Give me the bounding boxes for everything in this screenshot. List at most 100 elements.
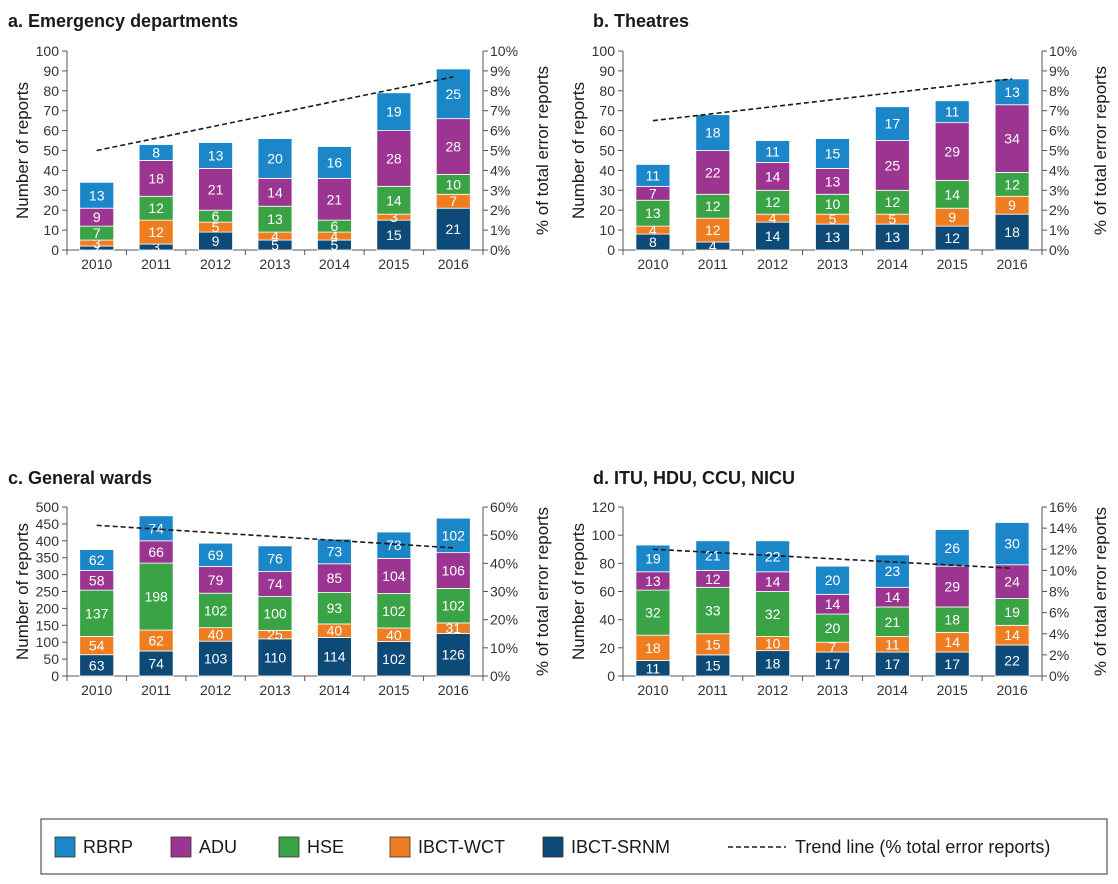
- data-label-adu: 14: [825, 596, 841, 612]
- y-left-tick-label: 80: [599, 555, 615, 571]
- bar-segment-ibct-wct: [635, 634, 671, 661]
- data-label-ibct-srnm: 14: [765, 228, 781, 244]
- bar-segment-rbrp: [79, 549, 115, 571]
- data-label-rbrp: 20: [267, 150, 283, 166]
- bar-segment-hse: [994, 598, 1030, 626]
- x-tick-label: 2016: [438, 256, 469, 272]
- x-tick-label: 2013: [259, 256, 290, 272]
- data-label-ibct-wct: 11: [885, 636, 900, 652]
- bar-segment-hse: [695, 586, 731, 635]
- y-right-tick-label: 3%: [490, 182, 510, 198]
- x-tick-label: 2015: [937, 682, 968, 698]
- y-right-tick-label: 60%: [490, 499, 518, 515]
- data-label-ibct-wct: 31: [445, 620, 461, 636]
- y-left-tick-label: 450: [36, 516, 60, 532]
- y-left-tick-label: 300: [36, 567, 60, 583]
- trend-line: [96, 524, 454, 549]
- x-tick-label: 2012: [757, 256, 788, 272]
- data-label-ibct-wct: 40: [386, 627, 402, 643]
- x-tick-label: 2014: [319, 682, 350, 698]
- y-left-tick-label: 0: [607, 668, 615, 684]
- bar-segment-hse: [934, 606, 970, 633]
- data-label-hse: 13: [645, 205, 661, 221]
- data-label-adu: 14: [267, 184, 283, 200]
- y-right-tick-label: 16%: [1049, 499, 1077, 515]
- y-left-tick-label: 10: [599, 222, 615, 238]
- data-label-ibct-wct: 9: [1008, 197, 1016, 213]
- y-right-tick-label: 7%: [490, 103, 510, 119]
- bar-segment-ibct-srnm: [317, 637, 352, 677]
- bar-segment-adu: [874, 140, 910, 191]
- data-label-ibct-srnm: 63: [89, 657, 105, 673]
- data-label-hse: 102: [204, 602, 228, 618]
- bar-segment-rbrp: [79, 181, 115, 209]
- data-label-adu: 28: [445, 139, 461, 155]
- trend-line: [652, 78, 1013, 122]
- bar-segment-rbrp: [815, 565, 850, 595]
- data-label-rbrp: 13: [208, 147, 224, 163]
- data-label-adu: 13: [645, 573, 661, 589]
- bar-segment-rbrp: [994, 78, 1030, 106]
- bar-segment-rbrp: [138, 144, 174, 161]
- bar-segment-adu: [198, 566, 233, 594]
- legend-swatch-ibct-wct: [389, 836, 411, 858]
- data-label-rbrp: 11: [765, 143, 780, 159]
- data-label-hse: 7: [93, 225, 101, 241]
- data-label-hse: 12: [765, 194, 781, 210]
- data-label-ibct-srnm: 15: [386, 227, 402, 243]
- x-tick-label: 2011: [698, 682, 728, 698]
- panel-c-title: c. General wards: [8, 468, 152, 488]
- y-left-tick-label: 150: [36, 617, 60, 633]
- y-left-tick-label: 30: [43, 182, 59, 198]
- y-left-tick-label: 50: [599, 143, 615, 159]
- data-label-adu: 106: [442, 563, 466, 579]
- x-tick-label: 2011: [141, 682, 171, 698]
- bar-segment-adu: [138, 160, 174, 197]
- data-label-rbrp: 62: [89, 552, 105, 568]
- data-label-adu: 7: [649, 185, 657, 201]
- data-label-rbrp: 19: [386, 104, 402, 120]
- bar-segment-hse: [815, 613, 850, 643]
- y-axis-right-title: % of total error reports: [1091, 507, 1110, 676]
- data-label-ibct-wct: 4: [271, 228, 279, 244]
- bar-segment-adu: [376, 557, 412, 594]
- data-label-hse: 14: [386, 192, 402, 208]
- bar-segment-rbrp: [874, 554, 910, 588]
- bar-segment-ibct-srnm: [755, 221, 791, 251]
- y-left-tick-label: 80: [43, 83, 59, 99]
- data-label-ibct-srnm: 110: [264, 649, 287, 665]
- y-axis-left-title: Number of reports: [13, 82, 32, 219]
- x-tick-label: 2011: [141, 256, 171, 272]
- y-right-tick-label: 6%: [1049, 605, 1069, 621]
- x-tick-label: 2015: [378, 682, 409, 698]
- data-label-ibct-srnm: 102: [382, 651, 406, 667]
- data-label-ibct-wct: 14: [944, 634, 960, 650]
- data-label-ibct-wct: 3: [93, 235, 101, 251]
- y-right-tick-label: 9%: [1049, 63, 1069, 79]
- data-label-ibct-srnm: 74: [148, 655, 164, 671]
- data-label-rbrp: 26: [944, 540, 960, 556]
- y-right-tick-label: 8%: [1049, 584, 1069, 600]
- data-label-ibct-srnm: 114: [323, 649, 346, 665]
- data-label-hse: 21: [885, 614, 901, 630]
- data-label-hse: 10: [825, 196, 841, 212]
- data-label-adu: 21: [208, 181, 224, 197]
- bar-segment-ibct-srnm: [198, 640, 233, 677]
- bar-segment-ibct-srnm: [435, 633, 471, 677]
- data-label-ibct-srnm: 5: [331, 237, 339, 253]
- y-right-tick-label: 7%: [1049, 103, 1069, 119]
- data-label-ibct-srnm: 21: [445, 221, 461, 237]
- data-label-ibct-wct: 12: [705, 222, 721, 238]
- y-axis-left-title: Number of reports: [569, 523, 588, 660]
- x-tick-label: 2010: [81, 256, 112, 272]
- y-axis-right-title: % of total error reports: [533, 66, 552, 235]
- y-left-tick-label: 100: [36, 634, 60, 650]
- data-label-rbrp: 19: [645, 550, 661, 566]
- data-label-ibct-srnm: 4: [709, 238, 717, 254]
- y-left-tick-label: 0: [51, 242, 59, 258]
- bar-segment-hse: [874, 606, 910, 637]
- data-label-hse: 19: [1004, 604, 1020, 620]
- bar-segment-rbrp: [257, 138, 293, 179]
- data-label-adu: 12: [705, 571, 721, 587]
